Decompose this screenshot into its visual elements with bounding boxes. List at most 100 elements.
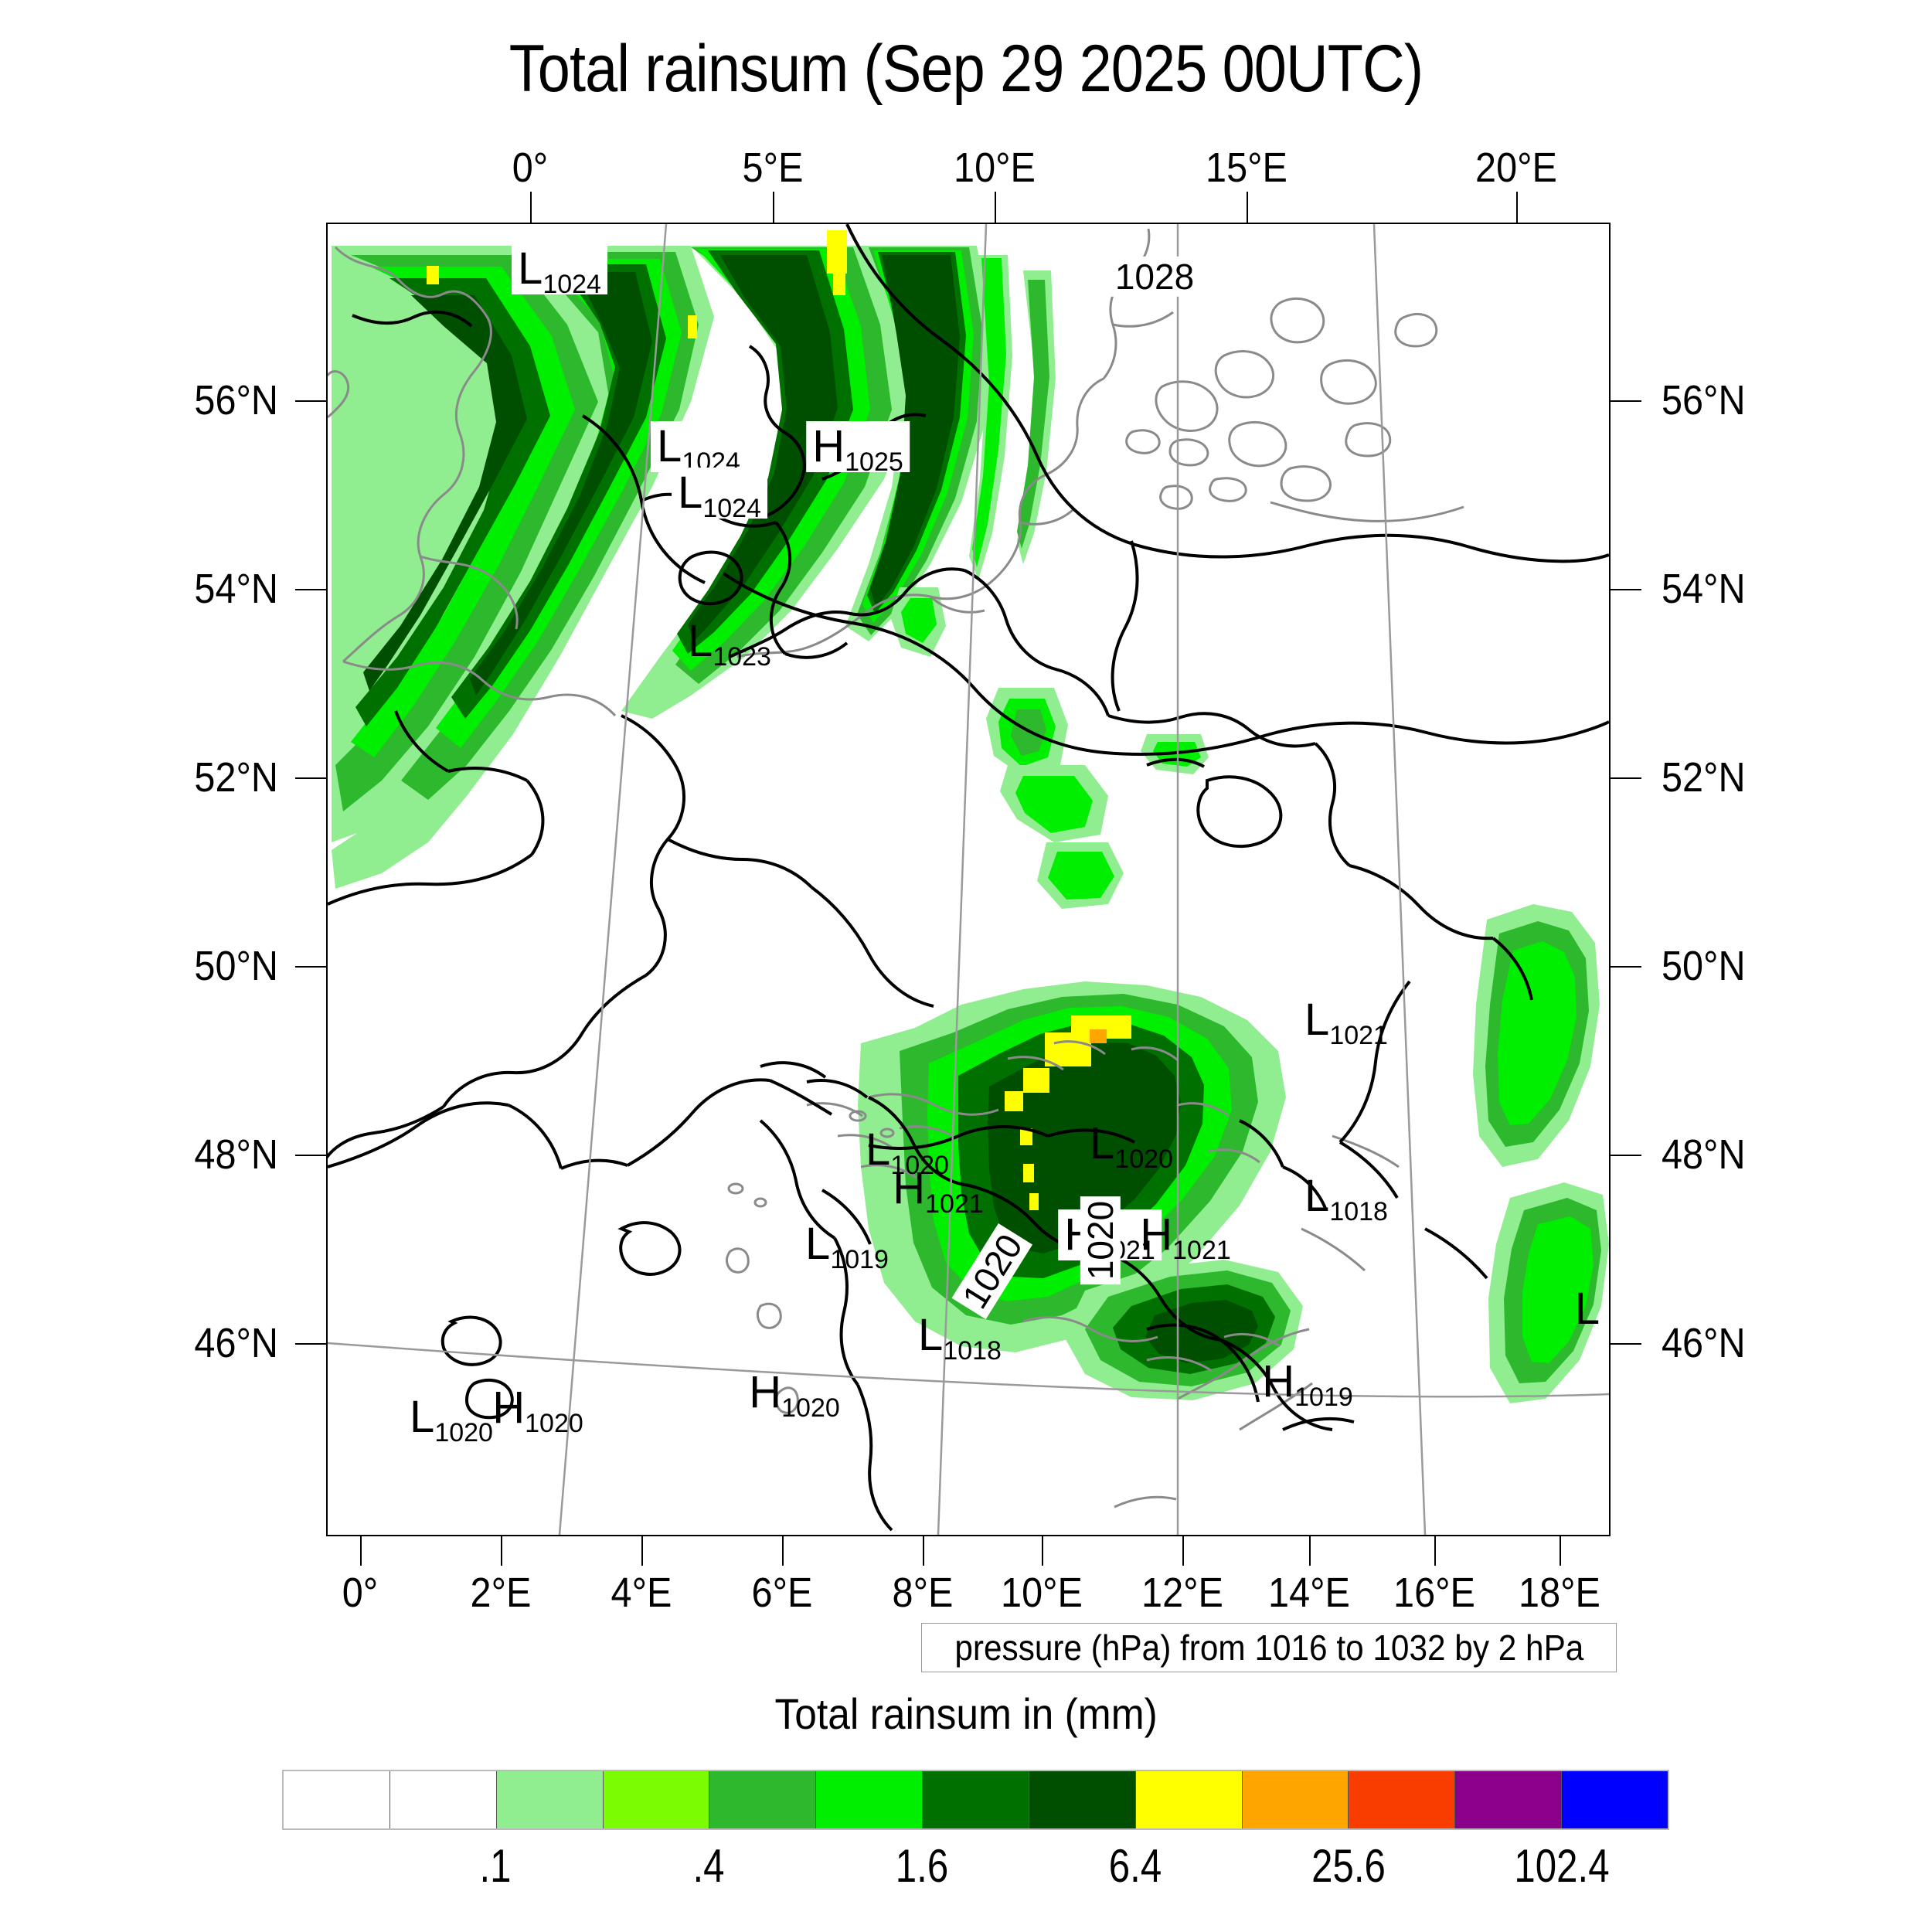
colorbar-swatch-12: [1561, 1771, 1668, 1828]
pressure-marker-L-1021-poland: L1021: [1304, 995, 1388, 1050]
colorbar-tick-4: 25.6: [1311, 1840, 1386, 1892]
tick-label-bottom-6: 12°E: [1141, 1570, 1223, 1616]
colorbar-swatch-3: [602, 1771, 709, 1828]
colorbar-tick-5: 102.4: [1514, 1840, 1610, 1892]
map-plot-area[interactable]: L1024 L1024 L1024 H1025 L1023 L1021 L102…: [326, 223, 1611, 1536]
tick-bottom-4: [923, 1536, 924, 1566]
colorbar-tick-0: .1: [479, 1840, 512, 1892]
tick-label-bottom-3: 6°E: [751, 1570, 813, 1616]
colorbar[interactable]: [282, 1770, 1669, 1830]
tick-label-bottom-5: 10°E: [1001, 1570, 1083, 1616]
colorbar-swatch-10: [1348, 1771, 1455, 1828]
tick-bottom-1: [501, 1536, 502, 1566]
border-layer: [328, 310, 1533, 1532]
tick-top-3: [1247, 192, 1248, 223]
pressure-marker-H-1020-a: H1020: [492, 1383, 583, 1438]
tick-label-right-3: 50°N: [1662, 943, 1746, 989]
colorbar-swatch-8: [1134, 1771, 1242, 1828]
tick-label-bottom-1: 2°E: [470, 1570, 532, 1616]
pressure-marker-L-1018-east: L1018: [1304, 1171, 1388, 1226]
tick-label-left-5: 46°N: [194, 1320, 278, 1366]
tick-label-bottom-4: 8°E: [892, 1570, 954, 1616]
pressure-marker-L-1024-b: L1024: [651, 421, 747, 475]
colorbar-swatch-4: [709, 1771, 816, 1828]
tick-label-right-0: 56°N: [1662, 377, 1746, 423]
lake-layer: [727, 1110, 895, 1208]
tick-label-bottom-8: 16°E: [1393, 1570, 1475, 1616]
colorbar-tick-1: .4: [692, 1840, 725, 1892]
tick-right-0: [1611, 400, 1641, 402]
tick-bottom-0: [360, 1536, 362, 1566]
tick-bottom-6: [1182, 1536, 1184, 1566]
colorbar-swatch-5: [815, 1771, 923, 1828]
tick-right-2: [1611, 777, 1641, 779]
tick-top-4: [1516, 192, 1518, 223]
graticule-layer: [328, 224, 1609, 1535]
tick-label-left-0: 56°N: [194, 377, 278, 423]
colorbar-tick-labels: .1 .4 1.6 6.4 25.6 102.4: [282, 1839, 1669, 1901]
coastline-layer: [328, 228, 1464, 1509]
tick-label-top-2: 10°E: [954, 145, 1036, 191]
precip-field-nw: [332, 230, 992, 889]
pressure-marker-L-1024-c: L1024: [672, 468, 767, 522]
tick-bottom-7: [1309, 1536, 1311, 1566]
colorbar-swatch-2: [495, 1771, 603, 1828]
tick-label-right-5: 46°N: [1662, 1320, 1746, 1366]
pressure-marker-H-1025: H1025: [806, 421, 910, 475]
tick-bottom-8: [1434, 1536, 1436, 1566]
tick-label-top-0: 0°: [512, 145, 549, 191]
tick-label-left-2: 52°N: [194, 754, 278, 801]
tick-label-bottom-7: 14°E: [1268, 1570, 1350, 1616]
tick-label-left-4: 48°N: [194, 1131, 278, 1178]
tick-top-2: [995, 192, 996, 223]
map-canvas: L1024 L1024 L1024 H1025 L1023 L1021 L102…: [328, 224, 1609, 1535]
pressure-marker-L-1019: L1019: [805, 1219, 889, 1274]
pressure-marker-H-1021-swiss: H1021: [893, 1163, 984, 1219]
isobar-label-1028: 1028: [1110, 256, 1199, 298]
colorbar-tick-3: 6.4: [1108, 1840, 1162, 1892]
tick-bottom-9: [1560, 1536, 1561, 1566]
colorbar-title: Total rainsum in (mm): [774, 1689, 1158, 1738]
tick-label-right-1: 54°N: [1662, 566, 1746, 612]
tick-left-1: [295, 589, 326, 590]
pressure-marker-L-1023: L1023: [688, 616, 771, 672]
pressure-marker-H-1020-b: H1020: [749, 1367, 840, 1423]
tick-label-left-1: 54°N: [194, 566, 278, 612]
tick-left-0: [295, 400, 326, 402]
isobar-layer: [328, 224, 1609, 1431]
pressure-marker-L-1020-austria: L1020: [1090, 1118, 1173, 1174]
pressure-marker-H-1019: H1019: [1262, 1356, 1353, 1412]
pressure-caption-text: pressure (hPa) from 1016 to 1032 by 2 hP…: [954, 1628, 1583, 1668]
tick-label-top-1: 5°E: [742, 145, 804, 191]
colorbar-swatch-11: [1454, 1771, 1562, 1828]
tick-label-bottom-9: 18°E: [1519, 1570, 1600, 1616]
tick-label-right-2: 52°N: [1662, 754, 1746, 801]
tick-bottom-2: [641, 1536, 643, 1566]
tick-top-0: [530, 192, 532, 223]
precip-field-east: [1473, 904, 1609, 1403]
tick-bottom-5: [1042, 1536, 1043, 1566]
tick-label-right-4: 48°N: [1662, 1131, 1746, 1178]
colorbar-swatch-6: [922, 1771, 1029, 1828]
pressure-caption-box: pressure (hPa) from 1016 to 1032 by 2 hP…: [921, 1623, 1617, 1672]
precip-field-germany: [890, 587, 1209, 909]
colorbar-swatch-1: [389, 1771, 496, 1828]
tick-right-5: [1611, 1343, 1641, 1345]
pressure-marker-L-1018-italy: L1018: [918, 1310, 1002, 1366]
tick-label-bottom-0: 0°: [342, 1570, 379, 1616]
tick-right-1: [1611, 589, 1641, 590]
tick-label-bottom-2: 4°E: [611, 1570, 672, 1616]
pressure-marker-L-right-edge: L: [1574, 1284, 1600, 1334]
page-title: Total rainsum (Sep 29 2025 00UTC): [509, 32, 1423, 106]
tick-right-4: [1611, 1155, 1641, 1156]
tick-left-4: [295, 1155, 326, 1156]
tick-label-left-3: 50°N: [194, 943, 278, 989]
pressure-marker-H-1021-b: H1021: [1140, 1209, 1231, 1265]
colorbar-swatch-9: [1241, 1771, 1349, 1828]
colorbar-swatch-0: [284, 1771, 389, 1828]
pressure-marker-L-1020-swiss: L1020: [866, 1124, 949, 1180]
tick-label-top-3: 15°E: [1206, 145, 1287, 191]
colorbar-tick-2: 1.6: [895, 1840, 949, 1892]
isobar-label-1020-b: 1020: [1080, 1196, 1121, 1285]
tick-top-1: [773, 192, 774, 223]
